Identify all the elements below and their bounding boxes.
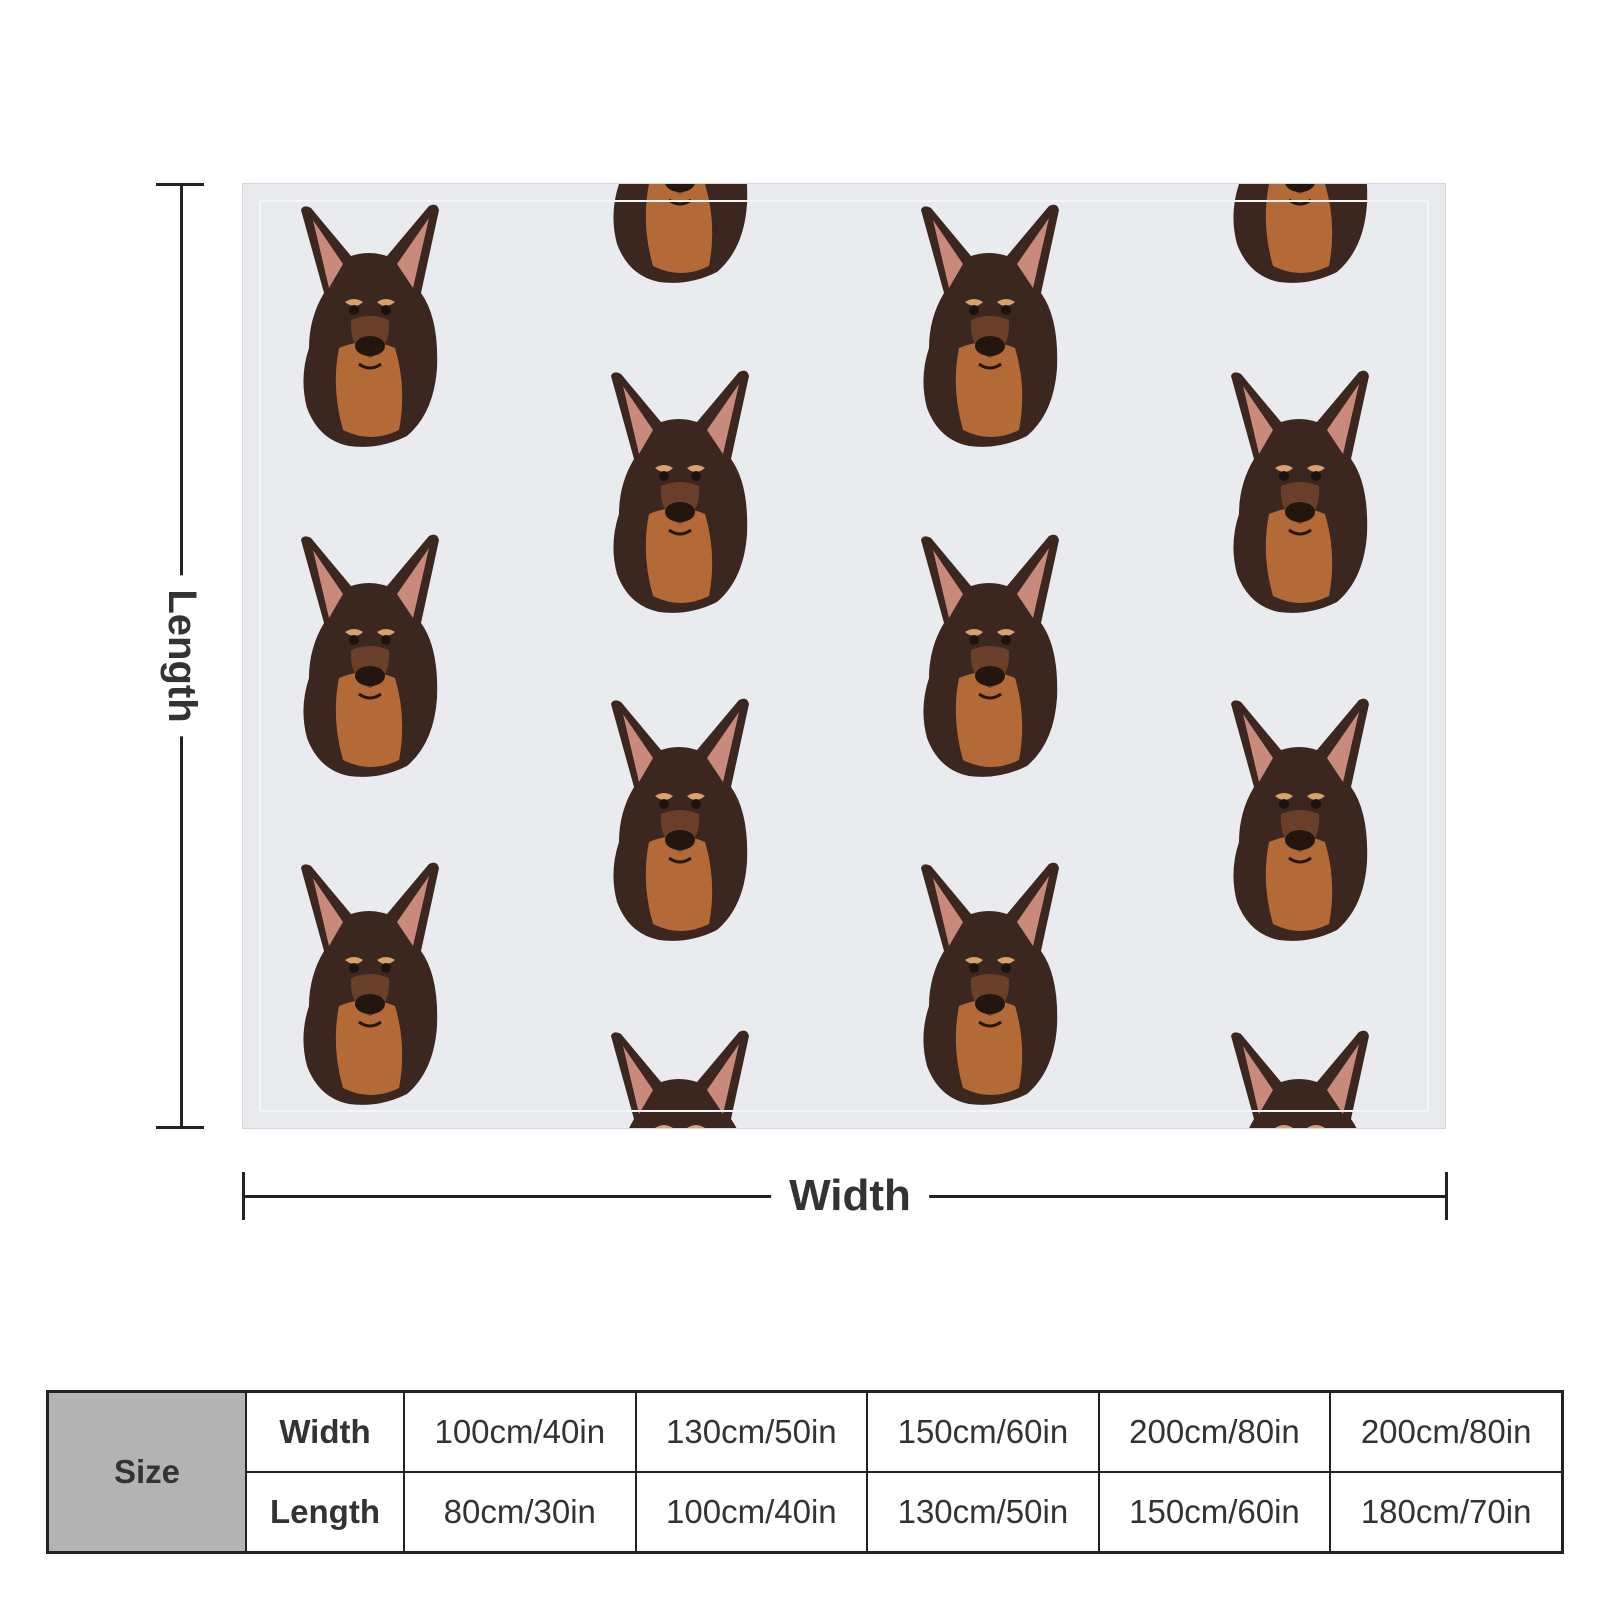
table-cell: 100cm/40in <box>403 1390 637 1473</box>
dog-head-icon <box>279 198 459 448</box>
table-cell: 200cm/80in <box>1329 1390 1564 1473</box>
table-cell: 130cm/50in <box>866 1471 1100 1554</box>
size-row-width: Size Width 100cm/40in 130cm/50in 150cm/6… <box>46 1390 1564 1554</box>
table-cell: 130cm/50in <box>634 1390 869 1473</box>
size-table: Size Width 100cm/40in 130cm/50in 150cm/6… <box>46 1390 1564 1554</box>
dog-head-icon <box>1209 364 1389 614</box>
table-cell: 150cm/60in <box>866 1390 1100 1473</box>
table-cell: 80cm/30in <box>403 1471 637 1554</box>
dog-head-icon <box>1209 1024 1389 1129</box>
table-cell: 150cm/60in <box>1097 1471 1332 1554</box>
table-cell: 200cm/80in <box>1097 1390 1332 1473</box>
dog-head-icon <box>1209 692 1389 942</box>
dog-head-icon <box>279 528 459 778</box>
table-cell: 100cm/40in <box>634 1471 869 1554</box>
dog-head-icon <box>589 1024 769 1129</box>
dog-head-icon <box>899 856 1079 1106</box>
dog-head-icon <box>899 198 1079 448</box>
length-label: Length <box>160 575 204 737</box>
dog-head-icon <box>1209 183 1389 284</box>
width-row-label: Width <box>245 1390 405 1473</box>
length-dimension-bottom-cap <box>156 1126 204 1129</box>
size-row-length: Length 80cm/30in 100cm/40in 130cm/50in 1… <box>48 1471 1564 1554</box>
dog-head-icon <box>589 692 769 942</box>
table-cell: 180cm/70in <box>1329 1471 1564 1554</box>
dog-head-icon <box>589 183 769 284</box>
width-dimension-right-cap <box>1445 1172 1448 1220</box>
dog-head-icon <box>589 364 769 614</box>
size-header: Size <box>46 1390 247 1554</box>
length-row-label: Length <box>245 1471 405 1554</box>
blanket-image <box>242 183 1446 1129</box>
width-label: Width <box>771 1174 929 1218</box>
dog-head-icon <box>279 856 459 1106</box>
dog-head-icon <box>899 528 1079 778</box>
